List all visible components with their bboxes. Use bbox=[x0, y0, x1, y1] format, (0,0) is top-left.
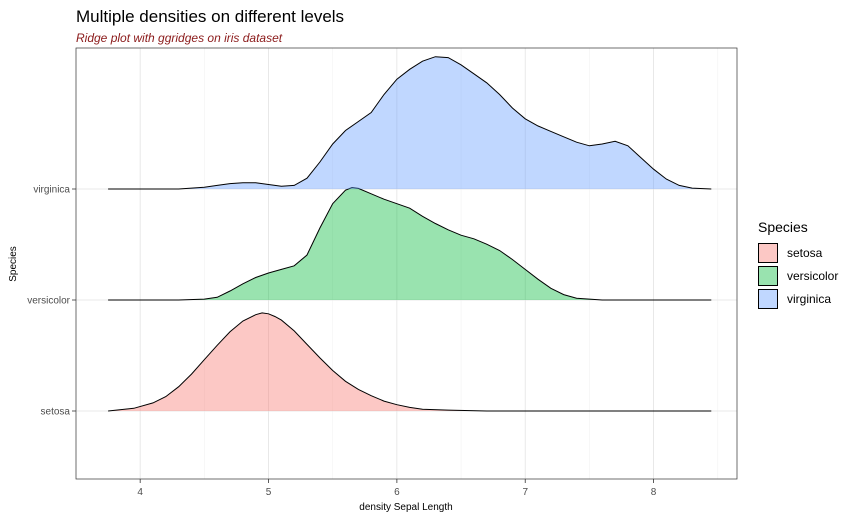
y-axis-title: Species bbox=[8, 246, 19, 282]
legend-key-versicolor bbox=[758, 265, 778, 286]
ridge-line-setosa bbox=[108, 312, 712, 412]
legend-title: Species bbox=[758, 219, 808, 235]
legend-key-setosa bbox=[758, 242, 778, 263]
legend-label-virginica: virginica bbox=[787, 291, 832, 306]
legend-item-virginica: virginica bbox=[758, 287, 838, 310]
y-tick-label: versicolor bbox=[27, 296, 70, 307]
y-tick-label: setosa bbox=[41, 407, 71, 418]
y-tick-label: virginica bbox=[33, 185, 70, 196]
ridge-area-setosa bbox=[108, 312, 712, 411]
x-tick-label: 7 bbox=[522, 487, 528, 498]
legend-item-versicolor: versicolor bbox=[758, 264, 838, 287]
ridge-line-versicolor bbox=[108, 186, 712, 301]
ridge-line-virginica bbox=[108, 56, 712, 190]
x-tick-label: 4 bbox=[137, 487, 143, 498]
ridge-area-versicolor bbox=[108, 187, 712, 300]
legend: Species setosa versicolor virginica bbox=[758, 219, 838, 310]
x-axis-title: density Sepal Length bbox=[359, 502, 452, 513]
x-axis-ticks: 4 5 6 7 8 bbox=[137, 479, 657, 498]
ridges bbox=[108, 56, 712, 412]
legend-item-setosa: setosa bbox=[758, 241, 838, 264]
chart-title: Multiple densities on different levels bbox=[76, 7, 345, 26]
x-tick-label: 6 bbox=[394, 487, 400, 498]
legend-label-setosa: setosa bbox=[787, 245, 823, 260]
chart-subtitle: Ridge plot with ggridges on iris dataset bbox=[76, 31, 283, 45]
ridge-area-virginica bbox=[108, 56, 712, 190]
grid-lines bbox=[75, 48, 737, 479]
plot-panel-border bbox=[75, 47, 738, 480]
legend-key-virginica bbox=[758, 288, 778, 309]
y-axis-ticks: setosa versicolor virginica bbox=[27, 185, 76, 418]
legend-label-versicolor: versicolor bbox=[787, 268, 839, 283]
x-tick-label: 8 bbox=[651, 487, 657, 498]
x-tick-label: 5 bbox=[266, 487, 272, 498]
